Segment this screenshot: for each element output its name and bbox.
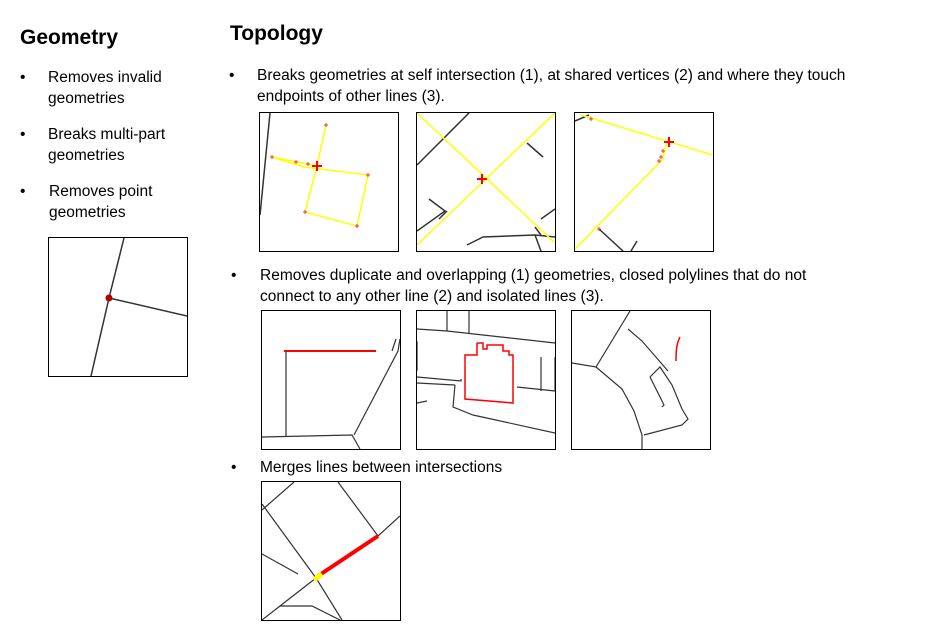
merge-lines-panel bbox=[261, 481, 401, 621]
duplicate-overlap-diagram bbox=[262, 338, 400, 449]
bullet-text-line: Removes duplicate and overlapping (1) ge… bbox=[260, 267, 807, 284]
bullet-text-line: endpoints of other lines (3). bbox=[257, 88, 445, 105]
bullet-marker: • bbox=[231, 459, 237, 476]
bullet-text-line: geometries bbox=[48, 90, 125, 107]
bullet-marker: • bbox=[229, 67, 235, 84]
bullet-marker: • bbox=[20, 126, 26, 143]
point-geometry-marker bbox=[105, 294, 113, 302]
bullet-text-line: Removes invalid bbox=[48, 69, 162, 86]
bullet-text-line: Removes point bbox=[49, 183, 153, 200]
bullet-marker: • bbox=[20, 69, 26, 86]
shared-vertices-panel bbox=[416, 112, 556, 252]
duplicate-overlap-panel bbox=[261, 310, 401, 450]
bullet-text-line: connect to any other line (2) and isolat… bbox=[260, 288, 604, 305]
topology-heading: Topology bbox=[230, 22, 323, 45]
intersection-diagram bbox=[90, 238, 187, 376]
endpoint-touch-panel bbox=[574, 112, 714, 252]
closed-polyline-diagram bbox=[417, 311, 555, 434]
geometry-example-panel bbox=[48, 237, 188, 377]
bullet-text-line: Merges lines between intersections bbox=[260, 459, 503, 476]
bullet-text-line: geometries bbox=[48, 147, 125, 164]
bullet-marker: • bbox=[231, 267, 237, 284]
closed-polyline-panel bbox=[416, 310, 556, 450]
self-intersection-diagram bbox=[260, 113, 370, 228]
endpoint-touch-diagram bbox=[575, 114, 713, 251]
bullet-marker: • bbox=[20, 183, 26, 200]
isolated-lines-diagram bbox=[572, 311, 689, 449]
geometry-heading: Geometry bbox=[20, 26, 119, 49]
bullet-text-line: geometries bbox=[49, 204, 126, 221]
isolated-lines-panel bbox=[571, 310, 711, 450]
bullet-text-line: Breaks geometries at self intersection (… bbox=[257, 67, 846, 84]
shared-vertices-diagram bbox=[417, 113, 555, 251]
self-intersection-panel bbox=[259, 112, 399, 252]
bullet-text-line: Breaks multi-part bbox=[48, 126, 166, 143]
merge-lines-diagram bbox=[262, 482, 400, 620]
isolated-line-marker bbox=[675, 336, 681, 362]
